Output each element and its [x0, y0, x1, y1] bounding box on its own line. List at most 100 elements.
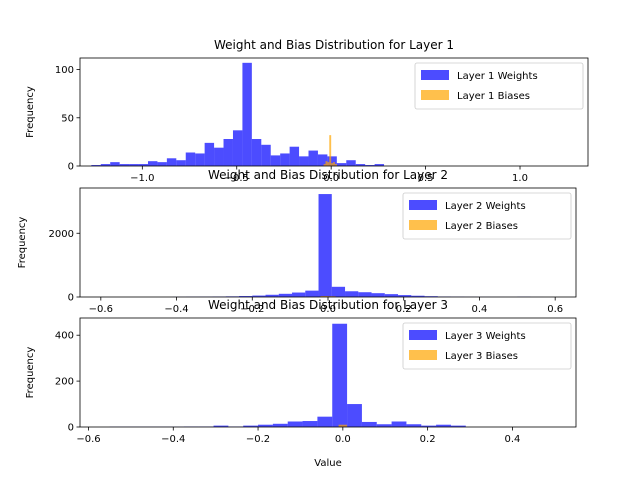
histogram-bar: [292, 292, 306, 297]
histogram-bar: [243, 425, 259, 427]
histogram-bar: [157, 162, 167, 166]
histogram-bar: [91, 165, 101, 166]
legend-swatch: [421, 90, 449, 100]
histogram-bar: [325, 161, 328, 166]
histogram-bar: [332, 323, 348, 427]
y-tick-label: 200: [55, 377, 74, 388]
histogram-bar: [323, 164, 326, 166]
histogram-bar: [365, 165, 375, 166]
histogram-bar: [138, 164, 148, 166]
axes-frame: [79, 317, 577, 428]
y-tick-label: 2000: [49, 229, 74, 240]
x-axis-label: Value: [314, 458, 341, 469]
histogram-bar: [334, 164, 337, 166]
histogram-bar: [398, 295, 412, 297]
histogram-bar: [361, 421, 377, 427]
legend-label: Layer 3 Weights: [445, 331, 526, 342]
histogram-bar: [317, 416, 333, 427]
histogram-bar: [338, 424, 348, 427]
y-tick-label: 0: [68, 162, 74, 173]
histogram-bar: [129, 164, 139, 166]
legend-swatch: [409, 330, 437, 340]
histogram-bar: [147, 161, 158, 166]
legend-label: Layer 1 Weights: [457, 71, 538, 82]
axes-frame: [79, 57, 589, 167]
legend-label: Layer 2 Weights: [445, 201, 526, 212]
histogram-bar: [119, 164, 130, 166]
histogram-bar: [331, 286, 346, 297]
histogram-bar: [223, 139, 233, 166]
histogram-bar: [421, 425, 437, 427]
x-tick-label: 0.0: [335, 434, 351, 445]
histogram-bar: [406, 424, 422, 427]
histogram-bar: [384, 294, 399, 297]
x-tick-label: −0.4: [164, 304, 188, 315]
histogram-bar: [204, 142, 215, 166]
histogram-bar: [232, 130, 243, 166]
histogram-bar: [272, 423, 288, 427]
y-axis-label: Frequency: [25, 86, 36, 138]
histogram-bar: [100, 164, 111, 166]
histogram-bar: [374, 164, 385, 166]
histogram-bar: [242, 62, 252, 166]
y-tick-label: 100: [55, 65, 74, 76]
histogram-bar: [411, 295, 425, 297]
legend-swatch: [409, 350, 437, 360]
histogram-bar: [299, 156, 309, 166]
x-tick-label: 0.2: [396, 304, 412, 315]
x-tick-label: −0.2: [246, 434, 270, 445]
histogram-bar: [308, 150, 318, 166]
chart-title: Weight and Bias Distribution for Layer 3: [208, 298, 448, 312]
x-tick-label: 0.5: [418, 173, 434, 184]
x-tick-label: 0.2: [420, 434, 436, 445]
histogram-bar: [258, 424, 273, 427]
histogram-bar: [358, 292, 372, 297]
x-tick-label: −0.5: [225, 173, 249, 184]
histogram-bar: [110, 162, 120, 166]
legend-box: [414, 62, 584, 110]
histogram-bar: [320, 296, 328, 297]
histogram-bar: [195, 153, 205, 166]
histogram-bar: [450, 425, 466, 427]
histogram-bar: [302, 421, 318, 427]
histogram-bar: [347, 404, 362, 427]
legend: Layer 3 Weights Layer 3 Biases: [402, 322, 572, 370]
histogram-bar: [278, 293, 293, 297]
legend: Layer 2 Weights Layer 2 Biases: [402, 192, 572, 240]
histogram-bar: [391, 421, 407, 427]
y-axis-label: Frequency: [17, 217, 28, 269]
histogram-bar: [239, 296, 253, 297]
histogram-bar: [261, 144, 271, 166]
histogram-bar: [331, 163, 334, 166]
histogram-bar: [270, 155, 281, 166]
histogram-bar: [289, 146, 300, 166]
x-tick-label: 0.4: [504, 434, 520, 445]
chart-panel-3: −0.6 −0.4 −0.2 0.0 0.2 0.4 0 200 400 Frequency Val…: [25, 298, 577, 469]
legend-swatch: [409, 220, 437, 230]
legend-box: [402, 322, 572, 370]
histogram-bar: [345, 291, 359, 297]
chart-panel-2: −0.6 −0.4 −0.2 0.0 0.2 0.4 0.6 0 2000 Frequency We…: [17, 168, 577, 315]
legend-swatch: [421, 70, 449, 80]
histogram-bar: [214, 147, 224, 166]
y-tick-label: 0: [68, 293, 74, 304]
x-tick-label: 1.0: [512, 173, 528, 184]
y-tick-label: 50: [61, 113, 74, 124]
histogram-bar: [318, 194, 332, 297]
histogram-bar: [376, 424, 392, 427]
legend-swatch: [409, 200, 437, 210]
x-tick-label: −0.4: [161, 434, 185, 445]
histogram-bar: [280, 153, 290, 166]
x-tick-label: 0.0: [320, 304, 336, 315]
histogram-bar: [252, 295, 266, 297]
x-tick-label: −1.0: [130, 173, 154, 184]
histogram-bar: [333, 162, 335, 166]
histogram-bar: [185, 152, 196, 166]
legend-label: Layer 3 Biases: [445, 351, 518, 362]
legend-box: [402, 192, 572, 240]
x-tick-label: 0.0: [323, 173, 339, 184]
histogram-bar: [327, 156, 337, 166]
legend-label: Layer 1 Biases: [457, 91, 530, 102]
x-tick-label: 0.4: [471, 304, 487, 315]
